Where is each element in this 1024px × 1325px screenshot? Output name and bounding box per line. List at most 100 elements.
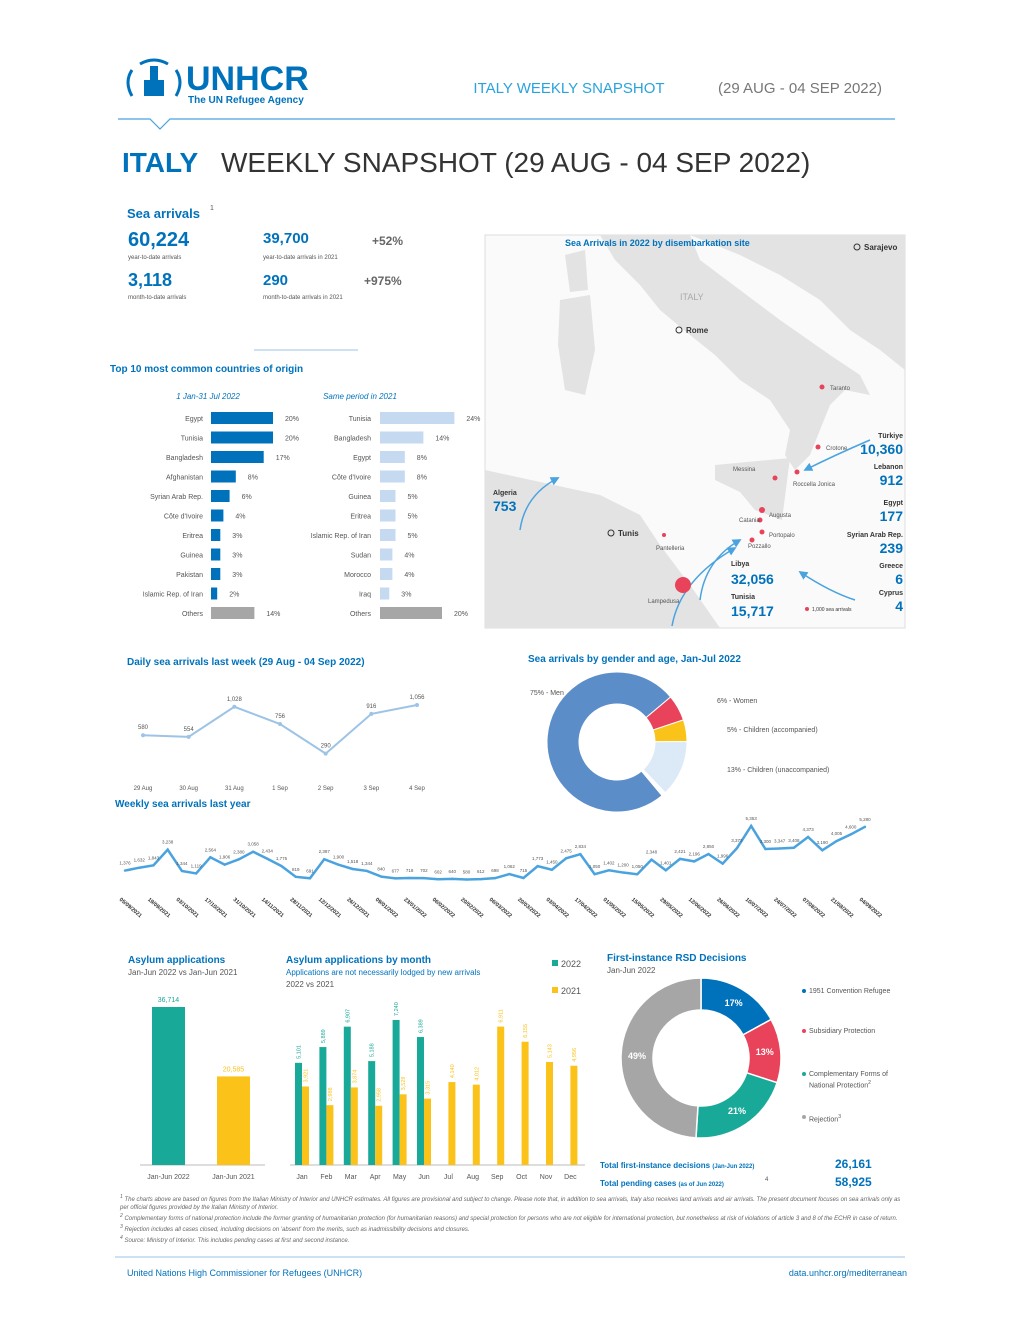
x-tick-label: Jan-Jun 2021: [212, 1174, 255, 1181]
bar: [392, 1020, 400, 1165]
map-place: Portopalo: [769, 533, 795, 539]
x-tick-label: Oct: [516, 1174, 527, 1181]
stat-value: 60,224: [128, 229, 190, 251]
value-label: 8%: [417, 455, 427, 462]
value-label: 702: [420, 868, 428, 873]
footnote-text: Rejection includes all cases closed, inc…: [124, 1227, 470, 1233]
value-label: 718: [406, 868, 414, 873]
category-label: Guinea: [348, 494, 371, 501]
point: [186, 734, 191, 739]
x-tick-label: 2 Sep: [318, 786, 334, 792]
point: [522, 876, 525, 880]
category-label: Pakistan: [176, 572, 203, 579]
x-tick-label: 01/05/2022: [602, 897, 627, 919]
category-label: Morocco: [344, 572, 371, 579]
value-label: 580: [463, 869, 471, 874]
header-rule: [118, 118, 895, 130]
value-label: 17%: [276, 455, 290, 462]
total-label: Total first-instance decisions (Jan-Jun …: [600, 1161, 754, 1170]
bar: [211, 607, 255, 619]
legend-text: 1951 Convention Refugee: [809, 988, 891, 995]
x-tick-label: 26/12/2021: [345, 897, 370, 919]
x-tick-label: Sep: [491, 1174, 504, 1181]
chart-subtitle: Jan-Jun 2022: [607, 966, 656, 975]
point: [394, 877, 397, 880]
departure-value: 239: [880, 540, 904, 556]
value-label: 36,714: [158, 997, 180, 1004]
value-label: 14%: [435, 436, 449, 443]
bar: [546, 1061, 553, 1165]
logo-name: UNHCR: [186, 60, 309, 98]
stat-value: 3,118: [128, 270, 172, 290]
departure-name: Cyprus: [879, 590, 903, 597]
bar: [319, 1047, 327, 1165]
footnote-mark: 2: [120, 1213, 123, 1219]
value-label: 5%: [408, 533, 418, 540]
point: [863, 825, 867, 829]
legend-dot: [802, 989, 806, 993]
point: [209, 856, 212, 859]
category-label: Egypt: [185, 416, 203, 423]
footnote-text: The charts above are based on figures fr…: [120, 1197, 901, 1211]
map-place: Lampedusa: [648, 599, 680, 605]
value-label: 1,344: [361, 861, 373, 866]
x-tick-label: 3 Sep: [363, 786, 379, 792]
chart-title: Asylum applications by month: [286, 955, 431, 966]
value-label: 3,874: [352, 1070, 358, 1084]
value-label: 677: [392, 868, 400, 873]
bar: [472, 1084, 480, 1165]
value-label: 4%: [404, 553, 414, 560]
x-tick-label: 09/01/2022: [374, 897, 399, 919]
value-label: 3,408: [788, 838, 800, 843]
point: [593, 873, 596, 876]
legend-dot: [802, 1029, 806, 1033]
bar: [211, 490, 230, 502]
point: [579, 853, 582, 856]
value-label: 7,240: [394, 1002, 400, 1016]
value-label: 3,315: [426, 1081, 432, 1095]
x-tick-label: 10/07/2022: [744, 897, 769, 919]
value-label: 1,906: [219, 855, 231, 860]
x-tick-label: Feb: [320, 1174, 332, 1181]
value-label: 1,450: [546, 860, 558, 865]
value-label: 2,834: [575, 844, 587, 849]
value-label: 8%: [248, 475, 258, 482]
total-label-text: Total first-instance decisions: [600, 1161, 711, 1170]
footnote: 1 The charts above are based on figures …: [120, 1193, 910, 1212]
value-label: 580: [138, 725, 149, 731]
point: [278, 722, 282, 727]
x-tick-label: 29 Aug: [134, 786, 153, 792]
x-tick-label: 4 Sep: [409, 786, 425, 792]
value-label: 1,900: [333, 855, 345, 860]
x-tick-label: 30 Aug: [179, 786, 198, 792]
legend-swatch: [552, 987, 558, 993]
category-label: Eritrea: [182, 533, 203, 540]
chart-note: 2022 vs 2021: [286, 980, 335, 989]
value-label: 6,907: [345, 1009, 351, 1023]
value-label: 20,585: [223, 1066, 245, 1073]
value-label: 1,050: [589, 864, 601, 869]
map-title: Sea Arrivals in 2022 by disembarkation s…: [565, 238, 750, 248]
x-tick-label: 15/05/2022: [630, 897, 655, 919]
point: [493, 876, 497, 880]
point: [138, 866, 141, 869]
category-label: Afghanistan: [166, 475, 203, 482]
departure-name: Libya: [731, 561, 749, 568]
legend-label: 2022: [561, 959, 581, 969]
point: [141, 733, 145, 738]
value-label: 2,387: [319, 849, 331, 854]
footnote: 2 Complementary forms of national protec…: [120, 1212, 910, 1223]
value-label: 3%: [232, 553, 242, 560]
point: [735, 846, 739, 850]
value-label: 5%: [408, 514, 418, 521]
x-tick-label: 23/01/2022: [402, 897, 427, 919]
value-label: 2%: [229, 592, 239, 599]
value-label: 4,956: [572, 1048, 578, 1062]
value-label: 916: [366, 704, 377, 710]
section-title: Top 10 most common countries of origin: [110, 364, 303, 375]
bar: [211, 431, 273, 444]
value-label: 2,434: [262, 849, 274, 854]
value-label: 4,140: [450, 1064, 456, 1078]
x-tick-label: 12/06/2022: [687, 897, 712, 919]
